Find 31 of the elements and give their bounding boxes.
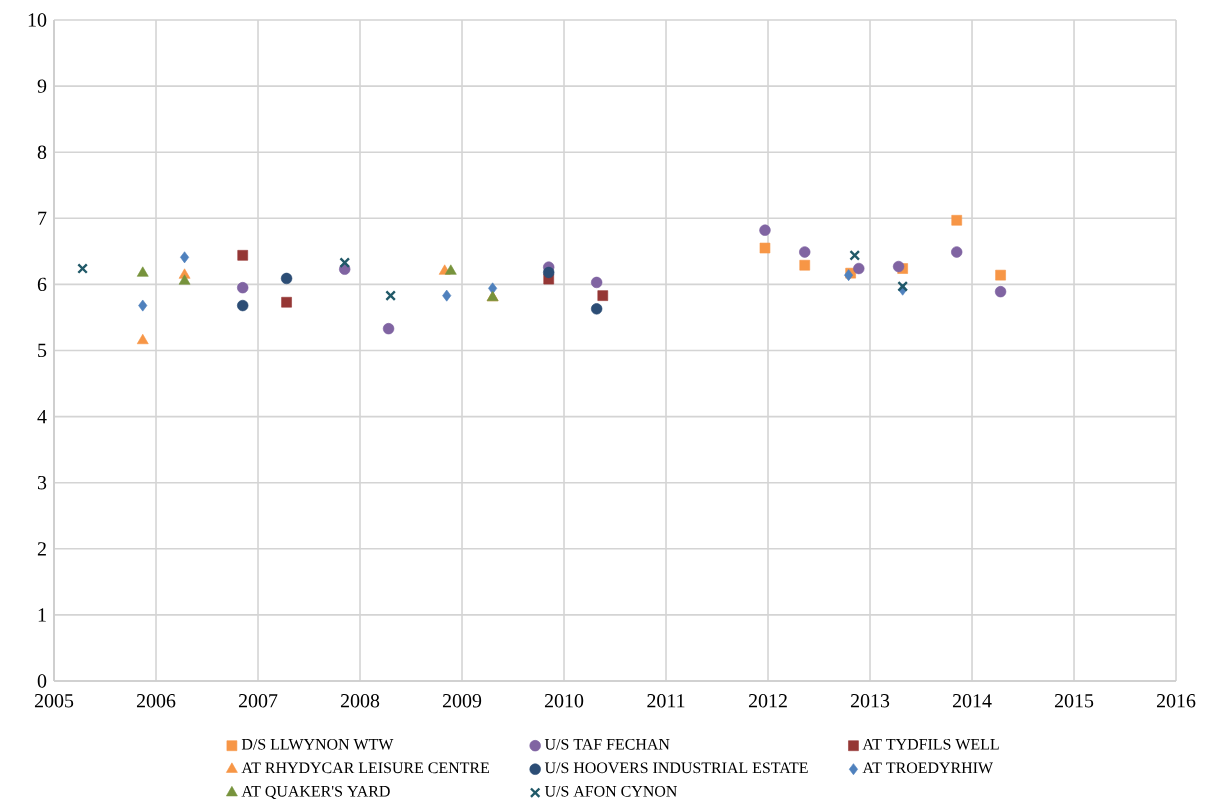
x-tick-label: 2012 <box>748 694 787 708</box>
x-tick-label: 2007 <box>238 694 278 708</box>
x-tick-label: 2008 <box>340 694 380 708</box>
x-tick-label: 2005 <box>34 694 74 708</box>
y-tick-label: 8 <box>37 145 47 159</box>
x-tick-label: 2006 <box>136 694 176 708</box>
legend-label: AT RHYDYCAR LEISURE CENTRE <box>241 762 489 774</box>
y-tick-label: 6 <box>37 277 47 292</box>
x-tick-label: 2011 <box>647 694 685 708</box>
legend-label: U/S HOOVERS INDUSTRIAL ESTATE <box>544 762 808 774</box>
legend-label: U/S TAF FECHAN <box>544 738 670 750</box>
legend-label: AT QUAKER'S YARD <box>241 785 390 800</box>
y-tick-label: 7 <box>38 211 47 225</box>
legend-label: U/S AFON CYNON <box>544 785 677 797</box>
x-tick-label: 2016 <box>1156 694 1196 708</box>
x-tick-label: 2013 <box>850 694 890 708</box>
x-tick-label: 2009 <box>442 694 482 708</box>
y-tick-label: 0 <box>37 674 47 688</box>
y-tick-label: 4 <box>37 410 47 424</box>
x-tick-label: 2010 <box>544 694 584 708</box>
legend-label: D/S LLWYNON WTW <box>241 738 394 750</box>
y-tick-label: 2 <box>37 542 46 556</box>
legend-label: AT TYDFILS WELL <box>862 738 999 750</box>
x-tick-label: 2015 <box>1054 694 1094 708</box>
y-tick-label: 1 <box>38 608 46 622</box>
y-tick-label: 10 <box>28 13 47 27</box>
x-tick-label: 2014 <box>952 694 992 708</box>
y-tick-label: 9 <box>37 79 47 93</box>
y-tick-label: 5 <box>38 343 47 358</box>
y-tick-label: 3 <box>37 476 47 490</box>
legend-label: AT TROEDYRHIW <box>862 762 993 774</box>
